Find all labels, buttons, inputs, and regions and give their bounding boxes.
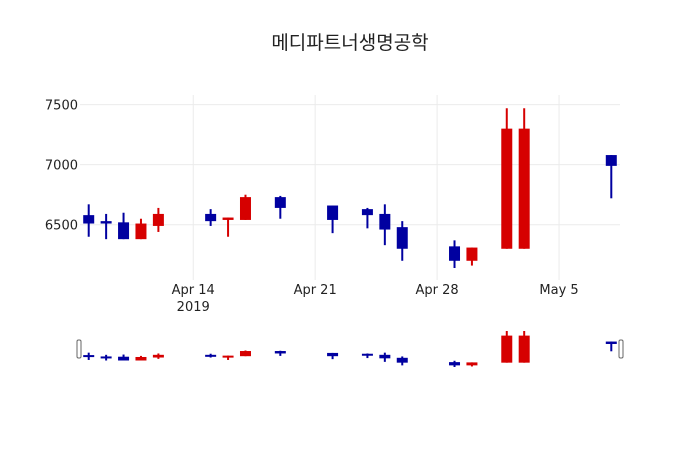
range-slider-left-handle[interactable] [76,339,82,359]
candle-body [466,247,478,261]
chart-title: 메디파트너생명공학 [271,32,429,54]
y-tick-label: 7000 [45,159,78,174]
candle-body [501,128,513,249]
y-axis-ticks: 6500 7000 7500 [45,99,78,234]
candle-body [100,221,112,224]
candle-body [152,213,164,226]
candles [83,108,617,268]
candle-body [205,213,217,222]
slider-candle-body [205,354,217,357]
candle-body [396,227,408,249]
candle-body [361,209,373,216]
candle-body [518,128,530,249]
slider-candle-body [396,357,408,363]
slider-candle-body [501,335,513,363]
candle-body [379,213,391,230]
x-tick-label: Apr 21 [294,283,337,298]
slider-candle-body [118,356,130,361]
slider-candle-body [100,356,112,359]
slider-candle-body [239,351,251,357]
x-tick-label: May 5 [539,283,578,298]
candle-body [239,197,251,220]
candle-body [274,197,286,208]
slider-candle-body [222,355,234,358]
gridlines [80,95,620,280]
candle-body [222,217,234,220]
x-axis-ticks: Apr 14 2019 Apr 21 Apr 28 May 5 [172,283,579,315]
y-tick-label: 6500 [45,219,78,234]
slider-candle-body [83,355,95,358]
candle-body [449,246,461,261]
x-tick-label: Apr 28 [416,283,459,298]
x-tick-sublabel: 2019 [177,300,210,315]
candle-body [327,205,339,220]
slider-candle-body [327,352,339,357]
range-slider[interactable] [76,331,624,367]
slider-candle-body [152,354,164,358]
candle-body [605,155,617,166]
y-tick-label: 7500 [45,99,78,114]
slider-candle-body [466,362,478,366]
slider-candle-body [449,362,461,366]
slider-candle-body [274,351,286,354]
range-slider-right-handle[interactable] [618,339,624,359]
slider-candle-body [135,356,147,361]
x-tick-label: Apr 14 [172,283,215,298]
slider-candle-body [361,353,373,356]
slider-candle-body [605,341,617,344]
slider-candle-body [379,354,391,359]
candle-body [83,215,95,224]
candle-body [135,223,147,240]
slider-candle-body [518,335,530,363]
candle-body [118,222,130,240]
